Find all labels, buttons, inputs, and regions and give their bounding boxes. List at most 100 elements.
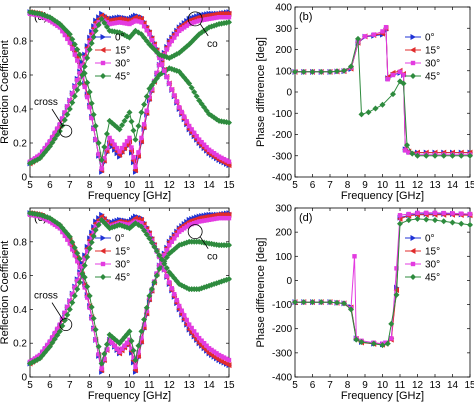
data-point: [204, 343, 209, 348]
data-point: [148, 286, 155, 293]
data-point: [194, 19, 199, 24]
y-tick-label: 300: [275, 204, 292, 215]
data-point: [147, 32, 152, 37]
x-tick-label: 6: [47, 380, 53, 391]
data-point: [131, 154, 136, 160]
data-point: [309, 299, 316, 306]
legend-marker: [410, 60, 416, 66]
data-point: [55, 224, 60, 229]
data-point: [184, 224, 189, 229]
data-point: [358, 338, 365, 345]
data-point: [184, 317, 189, 323]
data-point: [172, 236, 177, 241]
x-tick-label: 10: [377, 180, 389, 191]
data-point: [101, 350, 108, 357]
x-tick-label: 7: [327, 380, 333, 391]
data-point: [156, 252, 163, 259]
data-point: [66, 106, 73, 112]
x-tick-label: 11: [395, 180, 406, 191]
data-point: [179, 308, 184, 313]
x-tick-label: 15: [464, 380, 474, 391]
data-point: [49, 339, 56, 346]
data-point: [101, 143, 108, 150]
series-line: [295, 213, 471, 345]
y-tick-label: -400: [272, 173, 292, 184]
data-point: [69, 36, 76, 43]
data-point: [224, 158, 229, 163]
x-tick-label: 11: [144, 180, 155, 191]
data-point: [88, 100, 95, 107]
y-tick-label: 0: [21, 373, 27, 384]
data-point: [76, 255, 83, 262]
data-point: [75, 278, 80, 283]
data-point: [88, 239, 95, 246]
data-point: [79, 270, 86, 277]
data-point: [141, 224, 147, 230]
data-point: [390, 72, 396, 78]
data-point: [131, 355, 136, 361]
data-point: [196, 137, 202, 142]
data-point: [384, 340, 391, 347]
data-point: [189, 221, 194, 227]
x-tick-label: 14: [447, 180, 459, 191]
data-point: [114, 20, 120, 25]
data-point: [42, 346, 48, 351]
y-tick-label: 0: [286, 276, 292, 287]
data-point: [401, 72, 406, 78]
data-point: [458, 152, 465, 159]
data-point: [69, 239, 76, 246]
data-point: [174, 99, 179, 104]
series-line: [295, 26, 470, 154]
legend-label: 30°: [425, 59, 440, 70]
y-tick-label: 0.2: [13, 139, 27, 150]
data-point: [348, 63, 354, 70]
x-tick-label: 9: [107, 180, 113, 191]
legend-marker: [100, 261, 106, 267]
data-point: [50, 335, 55, 340]
legend-marker: [100, 235, 106, 241]
legend-label: 15°: [115, 46, 130, 57]
data-point: [467, 221, 473, 228]
data-point: [144, 108, 149, 113]
co-arrow: [199, 23, 209, 37]
x-tick-label: 15: [223, 180, 235, 191]
data-point: [51, 335, 58, 342]
y-axis-label: Phase difference [deg]: [255, 37, 267, 147]
x-tick-label: 8: [87, 380, 93, 391]
data-point: [182, 226, 187, 231]
data-point: [353, 336, 360, 343]
x-tick-label: 6: [310, 180, 316, 191]
data-point: [76, 279, 83, 286]
data-point: [82, 285, 87, 290]
data-point: [199, 338, 204, 343]
data-point: [70, 291, 75, 297]
data-point: [70, 91, 75, 96]
data-point: [187, 222, 192, 228]
data-point: [45, 142, 50, 147]
data-point: [66, 31, 73, 38]
data-point: [187, 322, 192, 327]
data-point: [62, 110, 68, 115]
data-point: [450, 211, 455, 216]
data-point: [174, 297, 179, 303]
data-point: [56, 328, 63, 335]
data-point: [114, 145, 120, 151]
data-point: [224, 356, 229, 362]
data-point: [90, 111, 97, 118]
data-point: [189, 325, 194, 331]
y-tick-label: -100: [272, 109, 292, 120]
data-point: [379, 342, 386, 349]
series-line: [295, 25, 470, 156]
data-point: [119, 145, 125, 151]
cross-annotation: cross: [34, 291, 58, 302]
data-point: [201, 142, 207, 147]
data-point: [388, 320, 395, 327]
data-point: [69, 99, 76, 106]
data-point: [141, 227, 148, 234]
data-point: [358, 111, 365, 118]
data-point: [139, 335, 144, 341]
data-point: [224, 215, 229, 221]
data-point: [164, 74, 170, 80]
data-point: [98, 15, 105, 22]
data-point: [81, 63, 88, 70]
